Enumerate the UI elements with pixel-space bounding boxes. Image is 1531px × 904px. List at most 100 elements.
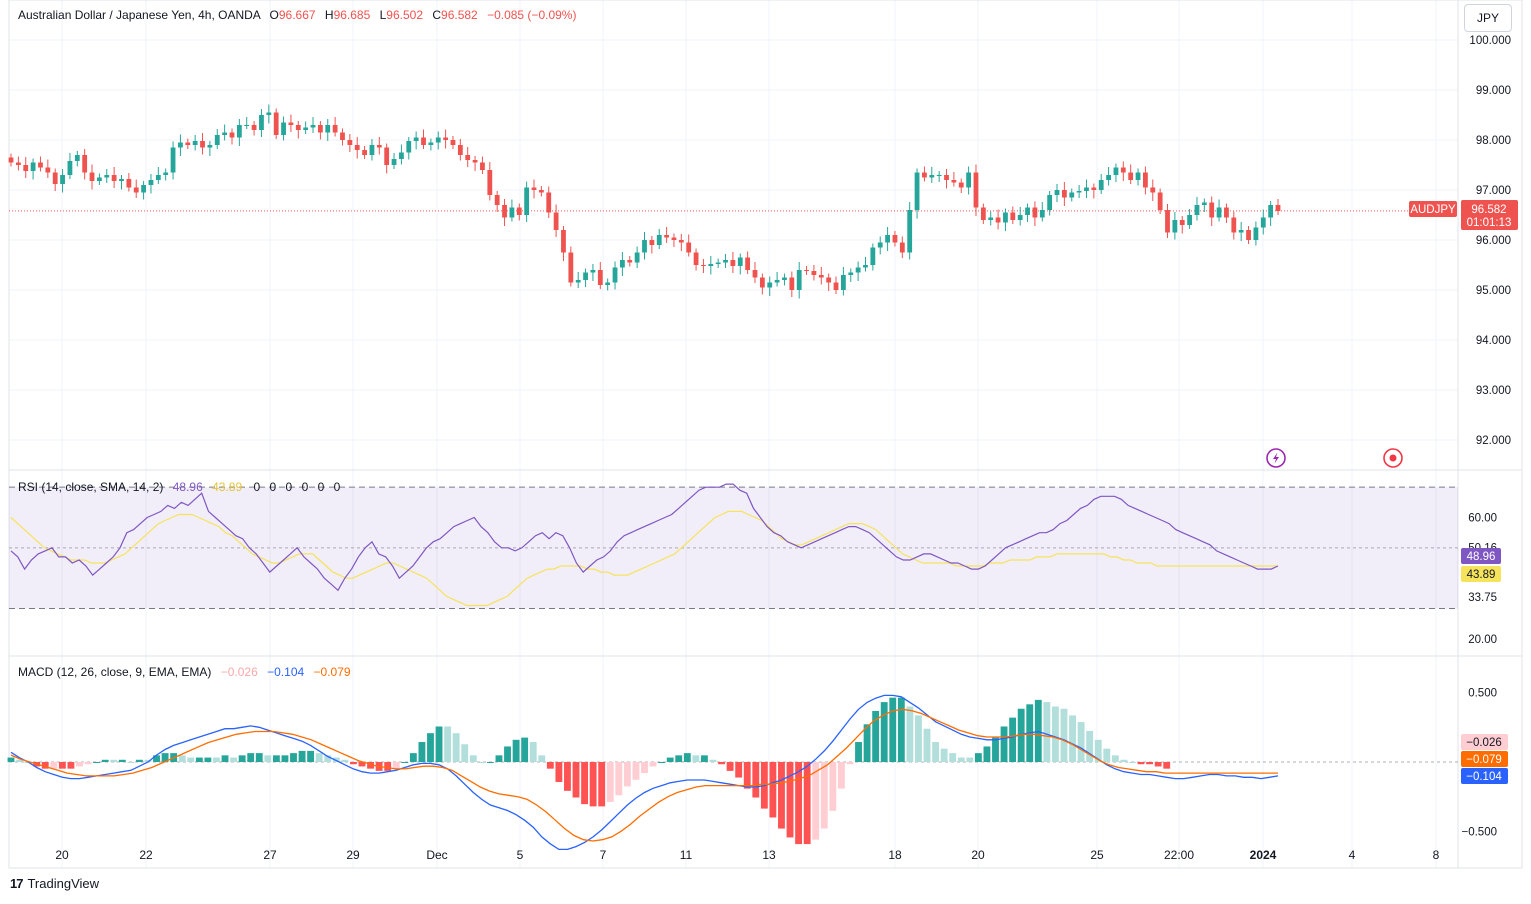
candle[interactable] <box>391 153 397 169</box>
candle[interactable] <box>325 119 331 141</box>
candle[interactable] <box>1010 206 1016 225</box>
candle[interactable] <box>583 268 588 288</box>
candle[interactable] <box>885 227 890 251</box>
candle[interactable] <box>1246 226 1251 244</box>
candle[interactable] <box>1061 182 1067 206</box>
candle[interactable] <box>818 267 824 285</box>
candle[interactable] <box>1047 191 1053 216</box>
candle[interactable] <box>980 203 986 225</box>
candle[interactable] <box>804 266 809 275</box>
candle[interactable] <box>671 233 677 248</box>
candle[interactable] <box>936 171 942 182</box>
candle[interactable] <box>487 162 493 201</box>
candle[interactable] <box>973 164 979 217</box>
candle[interactable] <box>575 272 581 288</box>
candle[interactable] <box>988 211 994 226</box>
candle[interactable] <box>214 129 220 149</box>
candle[interactable] <box>1032 201 1038 227</box>
candle[interactable] <box>236 119 242 146</box>
candle[interactable] <box>1187 209 1193 229</box>
candle[interactable] <box>155 167 161 184</box>
candle[interactable] <box>15 156 21 171</box>
candle[interactable] <box>944 169 949 189</box>
candle[interactable] <box>590 264 596 281</box>
candle[interactable] <box>678 234 684 251</box>
candle[interactable] <box>38 156 43 172</box>
macd-axis[interactable]: 0.500 −0.500 <box>1462 688 1498 839</box>
candle[interactable] <box>96 173 102 186</box>
candle[interactable] <box>509 199 515 222</box>
candle[interactable] <box>1238 222 1244 241</box>
rsi-line[interactable] <box>10 483 1279 592</box>
candle[interactable] <box>74 151 80 167</box>
candle[interactable] <box>1106 167 1111 186</box>
candle[interactable] <box>1157 188 1163 215</box>
candle[interactable] <box>1120 161 1126 182</box>
candle[interactable] <box>207 141 213 156</box>
candle[interactable] <box>30 158 36 180</box>
candle[interactable] <box>620 252 625 276</box>
candle[interactable] <box>914 168 920 219</box>
candle[interactable] <box>192 135 198 151</box>
candle[interactable] <box>951 172 957 187</box>
candle[interactable] <box>60 169 65 193</box>
candle[interactable] <box>178 134 183 157</box>
macd-signal-line[interactable] <box>10 708 1278 842</box>
candle[interactable] <box>958 178 964 194</box>
candle[interactable] <box>597 262 603 289</box>
candle[interactable] <box>1113 163 1119 183</box>
candle[interactable] <box>266 104 272 124</box>
candle[interactable] <box>1231 211 1237 240</box>
candle[interactable] <box>877 236 883 255</box>
candle[interactable] <box>111 167 117 188</box>
candle[interactable] <box>863 257 868 272</box>
time-axis[interactable]: 20 22 27 29 Dec 5 7 11 13 18 20 25 22:00 2024 4 8 <box>55 848 1439 862</box>
candle[interactable] <box>222 124 228 141</box>
candle[interactable] <box>656 229 662 249</box>
candle[interactable] <box>1179 216 1185 234</box>
candle[interactable] <box>767 276 773 297</box>
candle[interactable] <box>1253 221 1259 246</box>
candle[interactable] <box>612 261 618 290</box>
candle[interactable] <box>1039 202 1045 222</box>
candle[interactable] <box>1201 198 1207 213</box>
candle[interactable] <box>369 139 375 161</box>
candle[interactable] <box>1003 208 1008 232</box>
candle[interactable] <box>347 134 353 152</box>
candle[interactable] <box>141 181 146 200</box>
lightning-icon[interactable] <box>1266 448 1286 468</box>
candle[interactable] <box>259 109 264 137</box>
rsi-legend[interactable]: RSI (14, close, SMA, 14, 2) 48.96 43.89 … <box>18 480 341 494</box>
candle[interactable] <box>428 138 434 151</box>
candle[interactable] <box>457 139 463 161</box>
candle[interactable] <box>244 117 250 129</box>
candle[interactable] <box>995 209 1001 230</box>
candle[interactable] <box>89 164 95 190</box>
candle[interactable] <box>664 227 669 243</box>
candle[interactable] <box>185 138 191 150</box>
candle[interactable] <box>295 121 301 139</box>
candle[interactable] <box>1076 185 1082 198</box>
candle[interactable] <box>642 232 647 260</box>
candle[interactable] <box>723 254 728 268</box>
candle[interactable] <box>1017 207 1023 226</box>
candle[interactable] <box>745 251 751 275</box>
record-icon[interactable] <box>1383 448 1403 468</box>
candle[interactable] <box>104 169 110 183</box>
candle[interactable] <box>1260 209 1266 235</box>
candle[interactable] <box>200 133 205 155</box>
candle[interactable] <box>82 149 88 180</box>
candle[interactable] <box>8 153 14 167</box>
candle[interactable] <box>310 117 316 133</box>
candle[interactable] <box>472 156 478 171</box>
candle[interactable] <box>848 268 854 283</box>
candle[interactable] <box>251 121 257 136</box>
candle[interactable] <box>406 137 412 160</box>
candle[interactable] <box>332 117 338 137</box>
candle[interactable] <box>52 168 58 192</box>
candle[interactable] <box>796 262 802 299</box>
candle[interactable] <box>649 236 655 254</box>
candle[interactable] <box>759 273 765 295</box>
candle[interactable] <box>634 246 640 269</box>
